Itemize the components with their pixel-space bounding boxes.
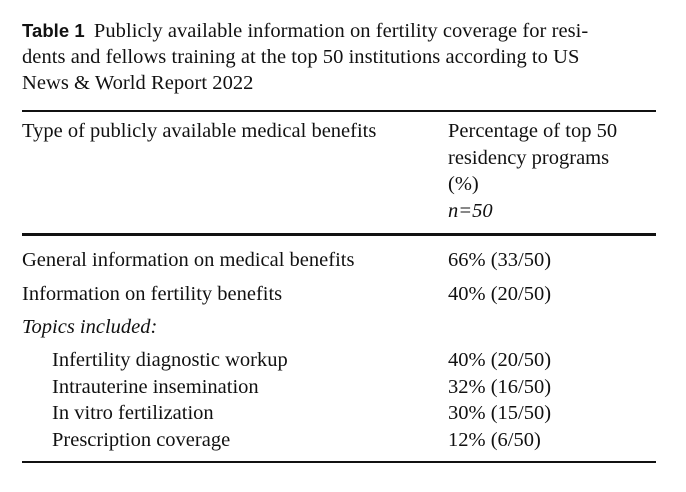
header-percentage-line-1: Percentage of top 50 bbox=[448, 120, 618, 142]
subrow-label-ivf: In vitro fertilization bbox=[52, 402, 214, 424]
bottom-rule bbox=[22, 461, 656, 463]
subrow-value-iui: 32% (16/50) bbox=[448, 376, 552, 398]
subrow-label-diagnostic: Infertility diagnostic workup bbox=[52, 349, 288, 371]
caption-line-2: dents and fellows training at the top 50… bbox=[22, 46, 580, 68]
header-benefit-type: Type of publicly available medical benef… bbox=[22, 120, 377, 142]
subrow-value-prescription: 12% (6/50) bbox=[448, 429, 541, 451]
caption-line-3: News & World Report 2022 bbox=[22, 72, 254, 94]
topics-subheading: Topics included: bbox=[22, 316, 158, 338]
subrow-label-prescription: Prescription coverage bbox=[52, 429, 231, 451]
header-sample-size: n=50 bbox=[448, 199, 493, 222]
caption-line-1: Publicly available information on fertil… bbox=[93, 20, 589, 42]
table-caption: Table 1 Publicly available information o… bbox=[22, 18, 662, 96]
top-rule bbox=[22, 110, 656, 112]
row-value-general: 66% (33/50) bbox=[448, 249, 552, 271]
row-value-fertility: 40% (20/50) bbox=[448, 283, 552, 305]
subrow-value-ivf: 30% (15/50) bbox=[448, 402, 552, 424]
row-label-general: General information on medical benefits bbox=[22, 249, 355, 271]
row-label-fertility: Information on fertility benefits bbox=[22, 283, 283, 305]
table-label: Table 1 bbox=[22, 20, 85, 41]
header-percentage: Percentage of top 50 residency programs … bbox=[448, 118, 617, 224]
header-percentage-line-2: residency programs bbox=[448, 146, 610, 169]
subrow-label-iui: Intrauterine insemination bbox=[52, 376, 259, 398]
subrow-value-diagnostic: 40% (20/50) bbox=[448, 349, 552, 371]
header-rule bbox=[22, 233, 656, 236]
header-percentage-line-3: (%) bbox=[448, 173, 479, 195]
